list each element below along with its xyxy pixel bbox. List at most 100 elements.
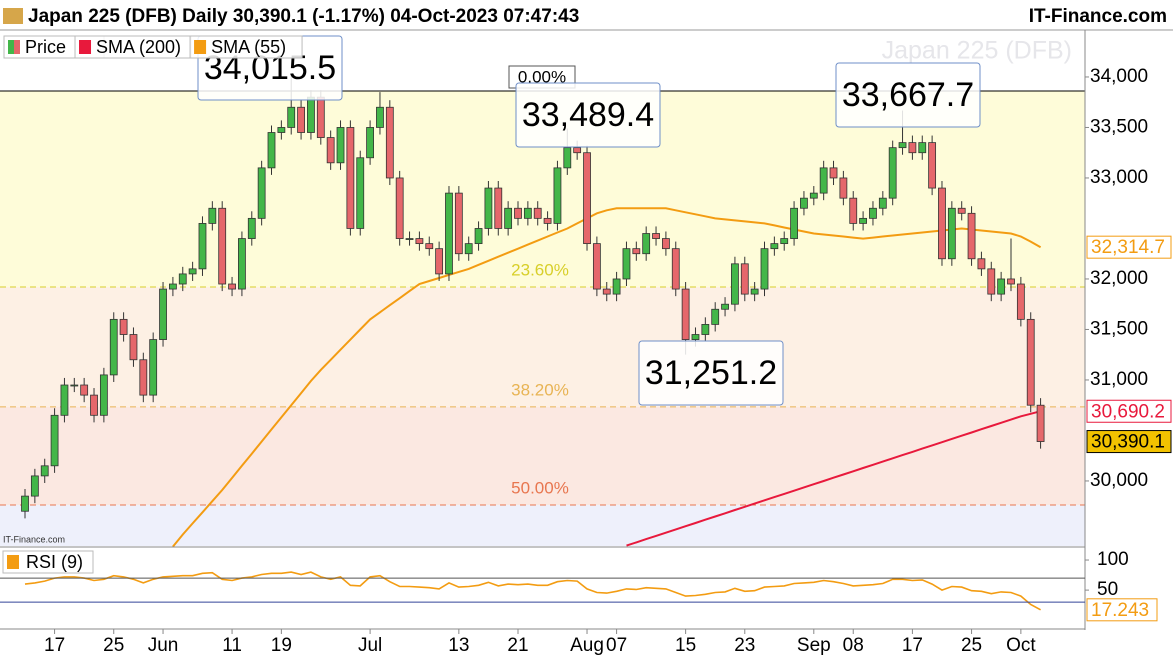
- candle-body: [178, 273, 187, 285]
- x-tick-label: 19: [271, 635, 292, 656]
- candle-body: [188, 268, 197, 275]
- candle-body: [149, 339, 158, 396]
- candle-body: [662, 238, 670, 250]
- last-value-label: 32,314.7: [1091, 237, 1165, 258]
- candle-body: [750, 288, 759, 295]
- candle-body: [740, 263, 749, 295]
- demo-badge: [3, 8, 23, 24]
- candle-body: [445, 192, 453, 275]
- candle-body: [297, 106, 305, 133]
- candle-body: [829, 167, 838, 179]
- candle-body: [731, 263, 739, 305]
- candle-body: [267, 132, 276, 169]
- annotation-label: 31,251.2: [645, 354, 777, 392]
- legend-label: SMA (55): [211, 37, 286, 57]
- candle-body: [523, 207, 532, 219]
- candle-body: [70, 384, 79, 387]
- candle-body: [326, 137, 335, 164]
- candle-body: [99, 374, 108, 416]
- candle-body: [819, 167, 828, 194]
- candle-body: [277, 127, 286, 133]
- x-tick-label: 17: [902, 635, 923, 656]
- candle-body: [721, 303, 729, 310]
- candle-body: [947, 207, 956, 260]
- candle-body: [30, 475, 39, 497]
- legend-swatch: [194, 40, 207, 54]
- candle-body: [50, 414, 59, 467]
- y-tick-label: 30,000: [1090, 470, 1148, 491]
- candle-body: [405, 238, 414, 240]
- candle-body: [356, 157, 365, 229]
- candle-body: [1036, 404, 1045, 442]
- candle-body: [109, 318, 118, 376]
- candle-body: [612, 278, 621, 295]
- candle-body: [908, 142, 917, 154]
- y-tick-label: 31,000: [1090, 369, 1148, 390]
- x-tick-label: 25: [103, 635, 124, 656]
- candle-body: [809, 192, 818, 199]
- candle-body: [790, 207, 798, 239]
- last-value-box: [1086, 399, 1172, 423]
- x-tick-label: 21: [507, 635, 528, 656]
- source: IT-Finance.com: [3, 534, 65, 544]
- x-tick-label: Jul: [358, 635, 382, 656]
- candle-body: [938, 187, 946, 260]
- candle-body: [967, 212, 976, 260]
- candle-body: [878, 197, 887, 209]
- candle-body: [780, 238, 789, 245]
- candle-body: [898, 142, 907, 149]
- legend-swatch: [7, 555, 19, 569]
- candle-body: [514, 207, 522, 219]
- candle-body: [21, 495, 29, 512]
- candle-body: [1016, 283, 1025, 320]
- candle-body: [80, 384, 89, 396]
- fib-label: 23.60%: [511, 260, 569, 279]
- y-tick-label: 50: [1097, 579, 1118, 600]
- candle-body: [622, 248, 631, 280]
- candle-body: [415, 238, 424, 245]
- header-title: Japan 225 (DFB) Daily 30,390.1 (-1.17%) …: [28, 6, 579, 27]
- x-tick-label: 23: [734, 635, 755, 656]
- candle-body: [218, 207, 227, 285]
- candle-body: [642, 233, 651, 255]
- x-tick-label: 11: [222, 635, 242, 656]
- candle-body: [691, 334, 700, 340]
- x-tick-label: Jun: [148, 635, 179, 656]
- y-tick-label: 32,000: [1090, 268, 1148, 289]
- candle-body: [701, 324, 710, 335]
- candle-body: [129, 334, 138, 361]
- candle-body: [602, 288, 611, 295]
- candle-body: [119, 318, 128, 335]
- candle-body: [869, 207, 877, 219]
- candle-body: [711, 308, 720, 325]
- header-bar: [0, 0, 1173, 30]
- candle-body: [257, 167, 266, 219]
- fib-label: 50.00%: [511, 478, 569, 497]
- annotation-box: [835, 62, 981, 128]
- candle-body: [307, 96, 315, 133]
- candle-body: [168, 283, 177, 290]
- fib-label: 38.20%: [511, 380, 569, 399]
- candle-body: [997, 278, 1006, 295]
- candle-body: [583, 152, 591, 245]
- series-line: [24, 571, 1041, 611]
- fib-band: [0, 504, 1085, 546]
- y-tick-label: 33,000: [1090, 167, 1148, 188]
- last-value-box: [1086, 598, 1158, 622]
- legend-label: SMA (200): [96, 37, 181, 57]
- candle-body: [385, 106, 394, 179]
- candle-body: [573, 147, 582, 154]
- last-value-box: [1086, 235, 1172, 259]
- x-tick-label: 17: [44, 635, 65, 656]
- candle-body: [494, 187, 503, 229]
- legend-swatch: [14, 40, 20, 54]
- fib-label: 0.00%: [518, 67, 566, 86]
- candle-body: [238, 238, 246, 290]
- candle-body: [800, 197, 808, 209]
- last-value-label: 30,690.2: [1091, 401, 1165, 422]
- candle-body: [336, 127, 345, 164]
- candle-body: [159, 288, 167, 340]
- candle-body: [366, 127, 375, 159]
- candle-body: [543, 217, 552, 224]
